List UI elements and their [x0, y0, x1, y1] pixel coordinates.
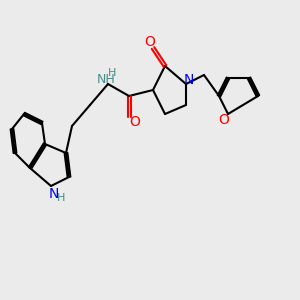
Text: H: H	[108, 68, 117, 79]
Text: N: N	[184, 73, 194, 86]
Text: O: O	[130, 115, 140, 128]
Text: H: H	[57, 193, 66, 203]
Text: O: O	[145, 35, 155, 49]
Text: O: O	[218, 113, 229, 127]
Text: NH: NH	[97, 73, 116, 86]
Text: N: N	[49, 187, 59, 200]
